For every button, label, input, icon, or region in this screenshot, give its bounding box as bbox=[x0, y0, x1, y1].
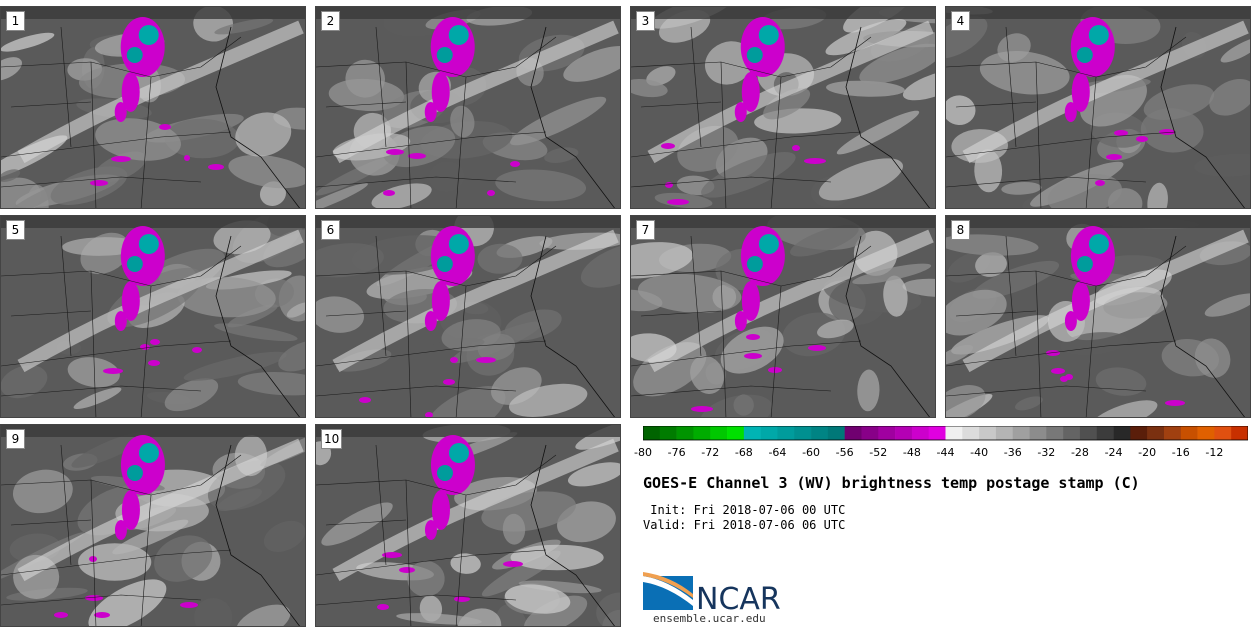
colorbar-segment bbox=[1147, 426, 1165, 440]
map-title: GOES-E Channel 3 (WV) brightness temp po… bbox=[643, 474, 1140, 492]
forecast-panel-10: 10 bbox=[315, 424, 621, 627]
colorbar-tick-label: -64 bbox=[768, 446, 787, 459]
colorbar-tick-label: -56 bbox=[835, 446, 854, 459]
panel-map bbox=[316, 425, 620, 626]
panel-map bbox=[631, 216, 935, 417]
forecast-panel-9: 9 bbox=[0, 424, 306, 627]
colorbar-tick-label: -52 bbox=[869, 446, 888, 459]
colorbar-segment bbox=[1012, 426, 1030, 440]
valid-time: Valid: Fri 2018-07-06 06 UTC bbox=[643, 518, 846, 532]
colorbar-segment bbox=[659, 426, 677, 440]
colorbar-segment bbox=[1130, 426, 1148, 440]
colorbar-segment bbox=[1046, 426, 1064, 440]
forecast-panel-2: 2 bbox=[315, 6, 621, 209]
panel-map bbox=[1, 216, 305, 417]
colorbar-tick-label: -76 bbox=[667, 446, 686, 459]
colorbar-tick-label: -36 bbox=[1003, 446, 1022, 459]
colorbar-tick-label: -12 bbox=[1205, 446, 1224, 459]
colorbar-segment bbox=[727, 426, 745, 440]
colorbar-segment bbox=[676, 426, 694, 440]
colorbar-tick-label: -40 bbox=[970, 446, 989, 459]
colorbar-segment bbox=[945, 426, 963, 440]
panel-number: 5 bbox=[6, 220, 25, 240]
colorbar-tick-label: -20 bbox=[1138, 446, 1157, 459]
colorbar-segment bbox=[827, 426, 845, 440]
colorbar-segment bbox=[1079, 426, 1098, 440]
ncar-logo-text: NCAR bbox=[696, 582, 781, 612]
panel-number: 9 bbox=[6, 429, 25, 449]
panel-number: 7 bbox=[636, 220, 655, 240]
colorbar-tick-label: -60 bbox=[802, 446, 821, 459]
colorbar-segment bbox=[844, 426, 862, 440]
colorbar-segment bbox=[710, 426, 728, 440]
panel-number: 3 bbox=[636, 11, 655, 31]
colorbar-segment bbox=[962, 426, 980, 440]
colorbar-segment bbox=[693, 426, 711, 440]
colorbar-segment bbox=[760, 426, 778, 440]
colorbar-segment bbox=[1113, 426, 1131, 440]
colorbar-tick-label: -72 bbox=[701, 446, 720, 459]
ncar-logo: NCAR bbox=[643, 572, 781, 612]
colorbar-segment bbox=[911, 426, 929, 440]
panel-number: 4 bbox=[951, 11, 970, 31]
colorbar-tick-label: -16 bbox=[1171, 446, 1190, 459]
init-time: Init: Fri 2018-07-06 00 UTC bbox=[643, 503, 846, 517]
forecast-panel-5: 5 bbox=[0, 215, 306, 418]
panel-map bbox=[316, 7, 620, 208]
forecast-panel-6: 6 bbox=[315, 215, 621, 418]
colorbar-tick-label: -48 bbox=[902, 446, 921, 459]
colorbar-segment bbox=[928, 426, 946, 440]
colorbar-segment bbox=[811, 426, 829, 440]
colorbar-segment bbox=[878, 426, 896, 440]
colorbar-segment bbox=[794, 426, 812, 440]
colorbar-tick-label: -24 bbox=[1104, 446, 1123, 459]
colorbar-segment bbox=[1214, 426, 1232, 440]
colorbar-segment bbox=[1197, 426, 1215, 440]
panel-number: 2 bbox=[321, 11, 340, 31]
forecast-panel-1: 1 bbox=[0, 6, 306, 209]
colorbar-segment bbox=[643, 426, 661, 440]
panel-map bbox=[631, 7, 935, 208]
forecast-panel-3: 3 bbox=[630, 6, 936, 209]
colorbar-tick-label: -28 bbox=[1070, 446, 1089, 459]
colorbar-segment bbox=[1163, 426, 1182, 440]
site-url: ensemble.ucar.edu bbox=[653, 612, 766, 625]
panel-number: 10 bbox=[321, 429, 343, 449]
colorbar-segment bbox=[1231, 426, 1248, 440]
colorbar-segment bbox=[1180, 426, 1198, 440]
colorbar-tick-label: -80 bbox=[634, 446, 652, 459]
colorbar-segment bbox=[1029, 426, 1047, 440]
forecast-panel-4: 4 bbox=[945, 6, 1251, 209]
colorbar-tick-label: -44 bbox=[936, 446, 955, 459]
panel-map bbox=[1, 425, 305, 626]
colorbar-segment bbox=[995, 426, 1014, 440]
colorbar-segment bbox=[979, 426, 997, 440]
colorbar-tick-label: -32 bbox=[1037, 446, 1056, 459]
panel-number: 1 bbox=[6, 11, 25, 31]
panel-number: 8 bbox=[951, 220, 970, 240]
forecast-panel-7: 7 bbox=[630, 215, 936, 418]
colorbar-segment bbox=[1063, 426, 1081, 440]
colorbar-segment bbox=[777, 426, 795, 440]
panel-map bbox=[316, 216, 620, 417]
colorbar-segment bbox=[895, 426, 913, 440]
panel-number: 6 bbox=[321, 220, 340, 240]
colorbar-tick-label: -68 bbox=[734, 446, 753, 459]
forecast-panel-8: 8 bbox=[945, 215, 1251, 418]
colorbar-segment bbox=[743, 426, 761, 440]
colorbar bbox=[643, 426, 1248, 441]
colorbar-segment bbox=[1096, 426, 1114, 440]
panel-map bbox=[1, 7, 305, 208]
panel-map bbox=[946, 216, 1250, 417]
panel-map bbox=[946, 7, 1250, 208]
colorbar-segment bbox=[861, 426, 879, 440]
